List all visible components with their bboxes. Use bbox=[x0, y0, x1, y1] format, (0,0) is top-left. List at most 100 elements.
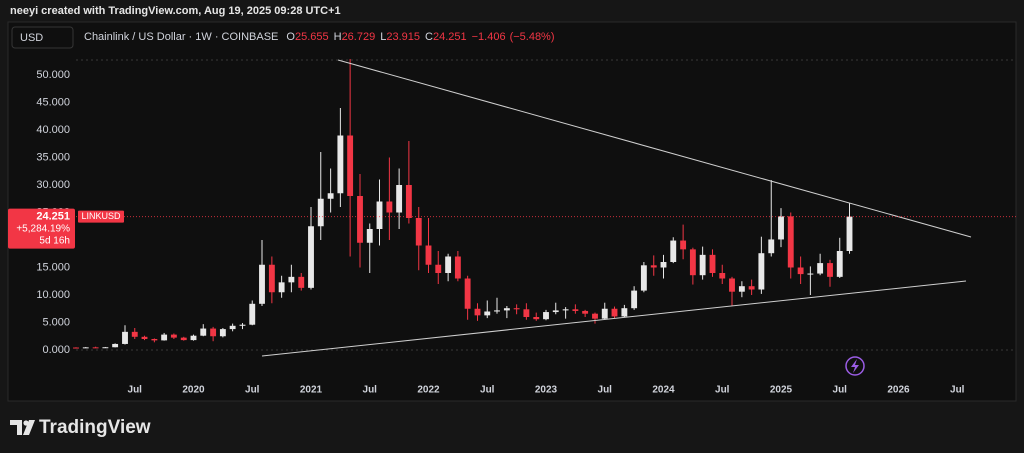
candle-body bbox=[787, 216, 794, 268]
candle-body bbox=[543, 312, 549, 320]
lightning-icon[interactable] bbox=[845, 356, 865, 376]
legend-value: 23.915 bbox=[386, 31, 420, 43]
candle-body bbox=[689, 249, 696, 276]
candle-body bbox=[415, 218, 422, 246]
candle-body bbox=[308, 226, 314, 288]
x-tick-label: Jul bbox=[715, 385, 730, 396]
candle-body bbox=[621, 308, 628, 317]
candle-body bbox=[151, 339, 158, 341]
candle-body bbox=[611, 308, 618, 317]
price-tag-change: +5,284.19% bbox=[16, 223, 70, 234]
candle-body bbox=[699, 254, 706, 276]
x-tick-label: 2024 bbox=[652, 385, 675, 396]
candle-body bbox=[92, 347, 99, 349]
symbol-title: Chainlink / US Dollar · 1W · COINBASE bbox=[84, 31, 278, 43]
legend: Chainlink / US Dollar · 1W · COINBASE O25… bbox=[84, 31, 555, 43]
candle-body bbox=[259, 264, 265, 304]
candle-body bbox=[503, 308, 510, 311]
candle-body bbox=[474, 308, 481, 316]
candle-body bbox=[249, 303, 256, 325]
legend-change: −1.406 bbox=[472, 31, 506, 43]
candle-body bbox=[562, 309, 569, 311]
candle-body bbox=[122, 331, 128, 344]
candle-body bbox=[180, 337, 187, 341]
legend-key: H bbox=[334, 31, 342, 43]
candle-body bbox=[768, 239, 775, 254]
currency-button[interactable] bbox=[11, 26, 74, 49]
x-tick-label: Jul bbox=[598, 385, 613, 396]
candle-body bbox=[386, 201, 393, 213]
candle-body bbox=[317, 198, 324, 227]
price-tag-value: 24.251 bbox=[36, 211, 70, 223]
candle-body bbox=[592, 313, 598, 319]
legend-key: C bbox=[425, 31, 433, 43]
icon-bolt bbox=[851, 359, 859, 373]
candle-body bbox=[572, 309, 579, 311]
x-tick-label: Jul bbox=[128, 385, 143, 396]
candle-body bbox=[484, 311, 491, 316]
chart-panel bbox=[7, 21, 1017, 402]
candle-body bbox=[552, 310, 559, 313]
candle-body bbox=[200, 328, 207, 336]
currency: USD bbox=[20, 32, 43, 44]
candle-body bbox=[405, 185, 412, 218]
candle-body bbox=[268, 264, 275, 293]
legend-change-pct: (−5.48%) bbox=[510, 31, 555, 43]
legend-key: L bbox=[380, 31, 386, 43]
candle-body bbox=[640, 265, 647, 291]
x-tick-label: 2020 bbox=[182, 385, 205, 396]
candle-body bbox=[817, 263, 824, 274]
candle-body bbox=[327, 193, 334, 199]
legend-key: O bbox=[286, 31, 295, 43]
candle-body bbox=[494, 310, 500, 312]
footer-logo bbox=[10, 420, 35, 435]
candle-body bbox=[219, 329, 226, 337]
candle-body bbox=[846, 216, 853, 251]
candle-body bbox=[738, 286, 745, 292]
candle-body bbox=[376, 201, 383, 229]
legend-value: 26.729 bbox=[342, 31, 376, 43]
candle-body bbox=[435, 264, 442, 273]
candle-body bbox=[758, 253, 765, 290]
candle-body bbox=[670, 240, 677, 262]
trend-line[interactable] bbox=[337, 59, 972, 238]
candle-body bbox=[601, 308, 608, 319]
ticker-tag bbox=[78, 210, 124, 223]
y-tick-label: 50.000 bbox=[36, 69, 70, 81]
candle-body bbox=[298, 276, 305, 288]
ticker-tag-label: LINKUSD bbox=[81, 211, 121, 221]
candle-body bbox=[347, 135, 354, 196]
trend-line[interactable] bbox=[261, 280, 967, 357]
candle-body bbox=[650, 265, 657, 268]
candle-body bbox=[82, 347, 89, 349]
candle-body bbox=[102, 347, 109, 349]
candle-body bbox=[631, 290, 638, 309]
y-tick-label: 5.000 bbox=[42, 316, 70, 328]
x-tick-label: 2023 bbox=[535, 385, 558, 396]
candle-body bbox=[229, 325, 236, 330]
candle-body bbox=[170, 334, 177, 338]
footer-brand: TradingView bbox=[39, 417, 151, 438]
candle-body bbox=[807, 273, 814, 275]
candle-body bbox=[827, 263, 833, 277]
y-tick-label: 0.000 bbox=[42, 344, 70, 356]
candle-body bbox=[660, 262, 667, 268]
candle-body bbox=[836, 251, 843, 277]
candle-body bbox=[190, 335, 197, 341]
x-tick-label: Jul bbox=[245, 385, 260, 396]
x-tick-label: Jul bbox=[480, 385, 495, 396]
candle-body bbox=[709, 254, 716, 273]
price-tag bbox=[8, 208, 75, 249]
candle-body bbox=[513, 308, 520, 310]
candle-body bbox=[210, 328, 217, 337]
y-tick-label: 45.000 bbox=[36, 96, 70, 108]
candle-body bbox=[112, 343, 119, 348]
x-tick-label: 2025 bbox=[770, 385, 793, 396]
candle-body bbox=[748, 286, 755, 290]
candle-body bbox=[73, 347, 79, 349]
candle-body bbox=[366, 229, 373, 243]
candle-body bbox=[582, 310, 589, 314]
candle-body bbox=[161, 334, 168, 341]
candle-body bbox=[523, 309, 530, 317]
